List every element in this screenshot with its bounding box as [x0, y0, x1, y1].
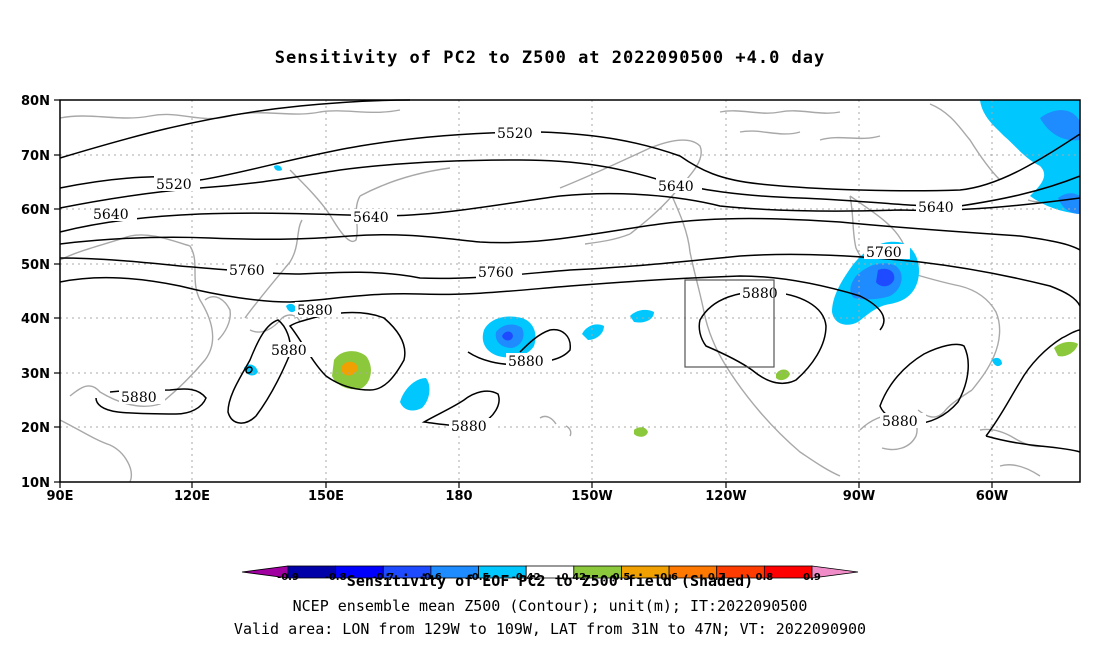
color-bar: -0.9 -0.8 -0.7 -0.6 -0.5 -0.42 0.42 0.5 0.6 0.7 0.…: [241, 565, 859, 583]
caption-shading: Sensitivity of EOF PC2 to Z500 field (Sh…: [346, 572, 754, 590]
colorbar-tick-label: -0.7: [372, 572, 394, 583]
lat-tick-label: 30N: [21, 367, 50, 382]
shade-positive-small-3: [1054, 341, 1078, 357]
lon-tick-label: 150W: [571, 489, 612, 504]
shade-negative-small-4: [286, 303, 296, 313]
colorbar-tick-label: 0.7: [708, 572, 726, 583]
contour-label: 5640: [918, 200, 954, 216]
colorbar-tick-label: 0.9: [803, 572, 821, 583]
lon-tick-label: 180: [445, 489, 472, 504]
colorbar-tick-label: 0.8: [756, 572, 774, 583]
lat-tick-label: 40N: [21, 312, 50, 327]
contour-label: 5880: [451, 419, 487, 435]
contour-label: 5760: [866, 245, 902, 261]
colorbar-tick-label: 0.5: [613, 572, 631, 583]
chart-title: Sensitivity of PC2 to Z500 at 2022090500…: [274, 48, 826, 68]
axis-ticks: [54, 99, 993, 488]
caption-contour: NCEP ensemble mean Z500 (Contour); unit(…: [292, 597, 808, 615]
contour-5880-b: [227, 319, 292, 424]
colorbar-tick-label: 0.6: [660, 572, 678, 583]
shade-negative-small-5: [274, 165, 282, 171]
contour-label: 5760: [478, 265, 514, 281]
contour-5520-b: [59, 131, 1081, 192]
shade-positive-west-pacific-core: [342, 361, 358, 376]
shade-negative-central-pacific-dark: [502, 331, 513, 341]
lon-tick-label: 120W: [705, 489, 746, 504]
shade-negative-small-1: [582, 324, 604, 340]
shade-negative-small-2: [630, 309, 654, 323]
contour-5880-h: [985, 329, 1081, 453]
contour-label: 5880: [742, 286, 778, 302]
contour-5640-b: [59, 192, 1081, 233]
lat-tick-label: 20N: [21, 421, 50, 436]
lat-tick-label: 70N: [21, 149, 50, 164]
shade-negative-subtropical: [400, 378, 430, 411]
contour-label: 5520: [156, 177, 192, 193]
lon-tick-label: 90W: [843, 489, 875, 504]
shade-negative-north-america-dark: [876, 268, 895, 287]
lon-tick-label: 120E: [174, 489, 210, 504]
lon-tick-label: 150E: [308, 489, 344, 504]
latitude-labels: 80N 70N 60N 50N 40N 30N 20N 10N: [21, 94, 50, 491]
caption-valid-area: Valid area: LON from 129W to 109W, LAT f…: [233, 620, 867, 638]
contour-label: 5520: [497, 126, 533, 142]
shade-positive-small-1: [634, 427, 648, 437]
colorbar-tick-label: -0.9: [277, 572, 299, 583]
lat-tick-label: 10N: [21, 476, 50, 491]
contour-label: 5640: [658, 179, 694, 195]
shade-positive-small-2: [776, 369, 790, 381]
lon-tick-label: 90E: [47, 489, 74, 504]
lon-tick-label: 60W: [976, 489, 1008, 504]
longitude-labels: 90E 120E 150E 180 150W 120W 90W 60W: [47, 489, 1009, 504]
colorbar-high-extension: [811, 565, 859, 579]
contour-label: 5880: [508, 354, 544, 370]
colorbar-tick-label: -0.6: [420, 572, 442, 583]
colorbar-tick-label: 0.42: [561, 572, 586, 583]
lat-tick-label: 60N: [21, 203, 50, 218]
contour-label: 5880: [297, 303, 333, 319]
colorbar-tick-label: -0.8: [325, 572, 347, 583]
plot-frame: [59, 99, 1081, 483]
contour-5880-d: [467, 328, 571, 366]
contour-5880-i: [245, 366, 253, 374]
contour-5760-c: [59, 275, 885, 331]
colorbar-tick-label: -0.42: [512, 572, 541, 583]
contour-label: 5880: [271, 343, 307, 359]
plot-area: [60, 100, 1080, 482]
contour-label: 5880: [882, 414, 918, 430]
valid-area-box: [684, 279, 775, 368]
lat-tick-label: 80N: [21, 94, 50, 109]
contour-5760-a: [59, 217, 1081, 251]
coastlines: [59, 103, 1077, 483]
lat-tick-label: 50N: [21, 258, 50, 273]
contour-label: 5640: [93, 207, 129, 223]
contour-labels: 5520 5520 5640 5640 5640 5640 5760 5760 …: [91, 125, 962, 435]
shade-negative-greenland-core: [1040, 110, 1080, 141]
contour-label: 5880: [121, 390, 157, 406]
colorbar-tick-label: -0.5: [468, 572, 490, 583]
shade-negative-small-6: [992, 357, 1002, 367]
contour-label: 5640: [353, 210, 389, 226]
contour-label: 5760: [229, 263, 265, 279]
